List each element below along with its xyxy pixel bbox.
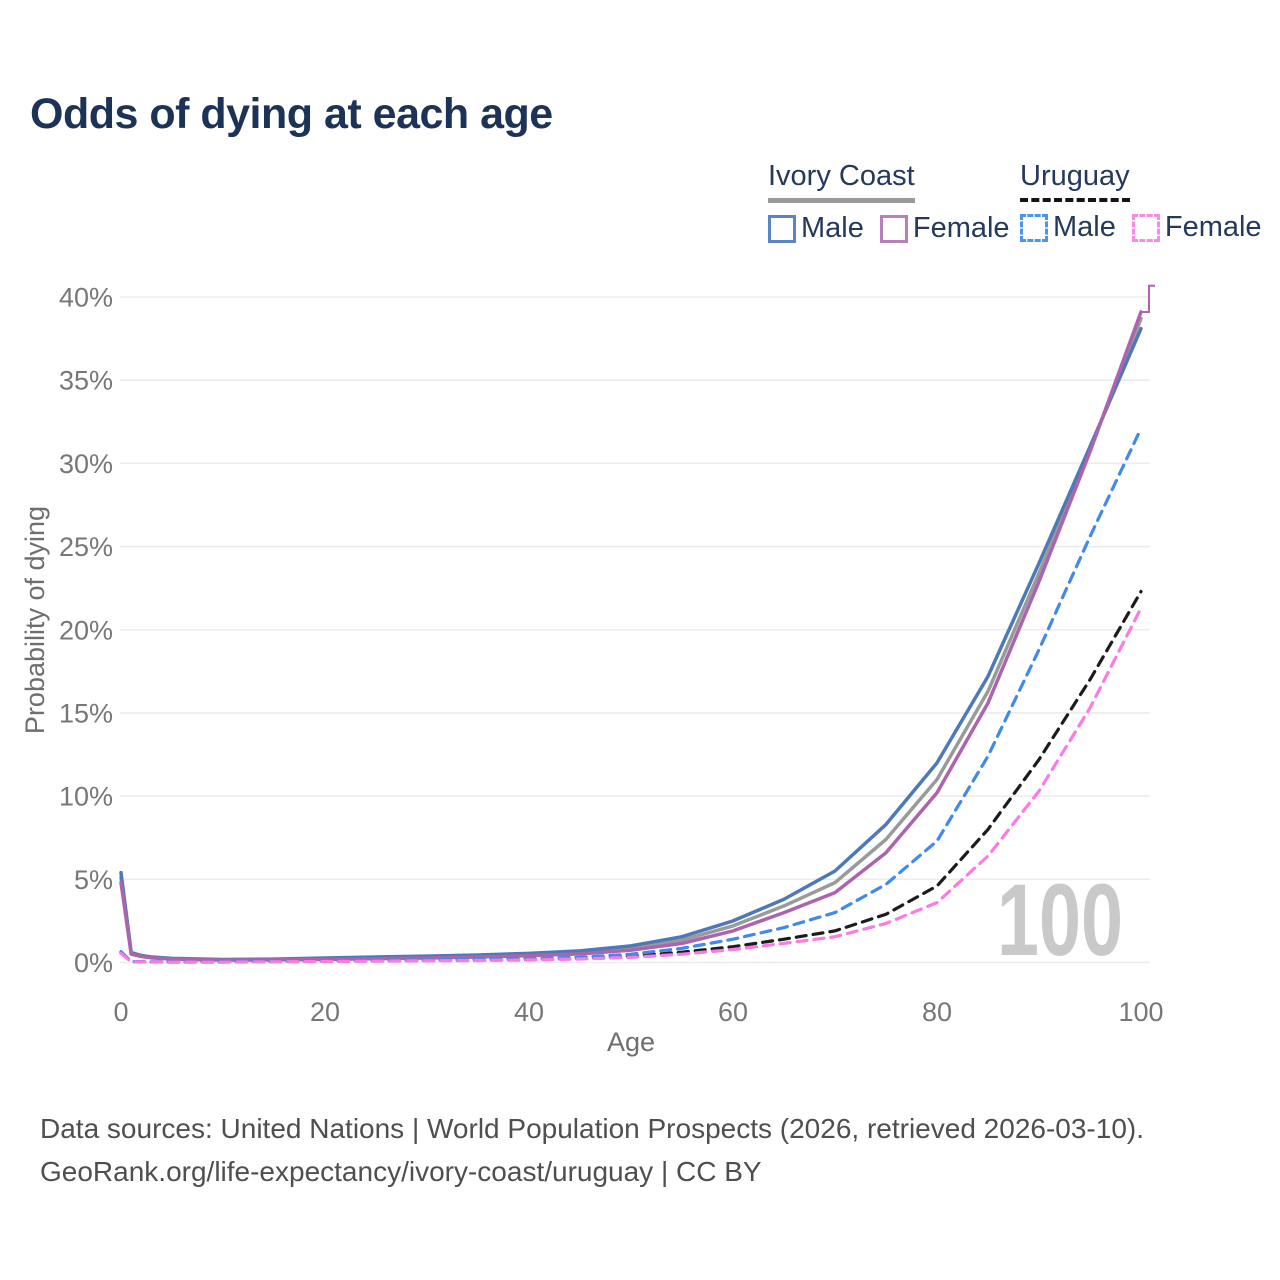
legend-item-label: Male: [801, 212, 864, 244]
series-line-ivory-coast-both-sexes: [119, 316, 1143, 962]
y-axis-tick-label: 30%: [59, 449, 113, 479]
x-axis-tick-label: 80: [922, 997, 952, 1027]
y-axis-tick-label: 0%: [74, 948, 113, 978]
legend-header-uruguay: Uruguay: [1020, 160, 1130, 202]
uruguay-male-swatch-icon: [1020, 213, 1048, 242]
x-axis-tick-label: 60: [718, 997, 748, 1027]
series-line-uruguay-female: [119, 606, 1143, 964]
end-label-connector-ivory-coast-female: [1142, 284, 1155, 313]
legend-item-ivory-coast-female[interactable]: Female: [879, 212, 1010, 245]
y-axis-tick-label: 20%: [59, 615, 113, 645]
data-sources-footer: Data sources: United Nations | World Pop…: [40, 1107, 1144, 1193]
y-axis-title: Probability of dying: [20, 506, 50, 734]
uruguay-female-swatch-icon: [1131, 213, 1160, 242]
x-axis-tick-label: 40: [514, 997, 544, 1027]
ivory-coast-female-swatch-icon: [879, 214, 908, 243]
legend-items-uruguay: Male Female: [1020, 211, 1278, 244]
series-line-ivory-coast-male: [119, 326, 1143, 962]
series-line-uruguay-male: [119, 426, 1143, 964]
series-line-ivory-coast-female: [119, 310, 1143, 962]
legend-item-ivory-coast-male[interactable]: Male: [768, 212, 864, 245]
chart-title: Odds of dying at each age: [30, 90, 553, 138]
footer-line-attribution: GeoRank.org/life-expectancy/ivory-coast/…: [40, 1156, 762, 1187]
y-axis-tick-label: 10%: [59, 782, 113, 812]
age-watermark: 100: [997, 863, 1123, 977]
y-axis-tick-label: 15%: [59, 698, 113, 728]
legend-item-uruguay-male[interactable]: Male: [1020, 211, 1116, 244]
legend-item-label: Male: [1053, 211, 1116, 243]
x-axis-tick-label: 100: [1118, 997, 1163, 1027]
legend-group-ivory-coast: Ivory Coast Male Female: [768, 160, 1026, 245]
legend-item-label: Female: [1164, 211, 1262, 243]
legend-items-ivory-coast: Male Female: [768, 212, 1026, 245]
x-axis-title: Age: [607, 1027, 655, 1057]
footer-line-sources: Data sources: United Nations | World Pop…: [40, 1113, 1145, 1144]
y-axis-tick-label: 35%: [59, 366, 113, 396]
legend-item-label: Female: [912, 212, 1010, 244]
legend-item-uruguay-female[interactable]: Female: [1131, 211, 1262, 244]
x-axis-tick-label: 0: [113, 997, 128, 1027]
series-line-uruguay-both-sexes: [119, 589, 1143, 964]
y-axis-tick-label: 5%: [74, 865, 113, 895]
x-axis-tick-label: 20: [310, 997, 340, 1027]
y-axis-tick-label: 40%: [59, 283, 113, 313]
legend-header-ivory-coast: Ivory Coast: [768, 160, 915, 203]
y-axis-tick-label: 25%: [59, 532, 113, 562]
legend-group-uruguay: Uruguay Male Female: [1020, 160, 1278, 244]
ivory-coast-male-swatch-icon: [768, 214, 796, 243]
